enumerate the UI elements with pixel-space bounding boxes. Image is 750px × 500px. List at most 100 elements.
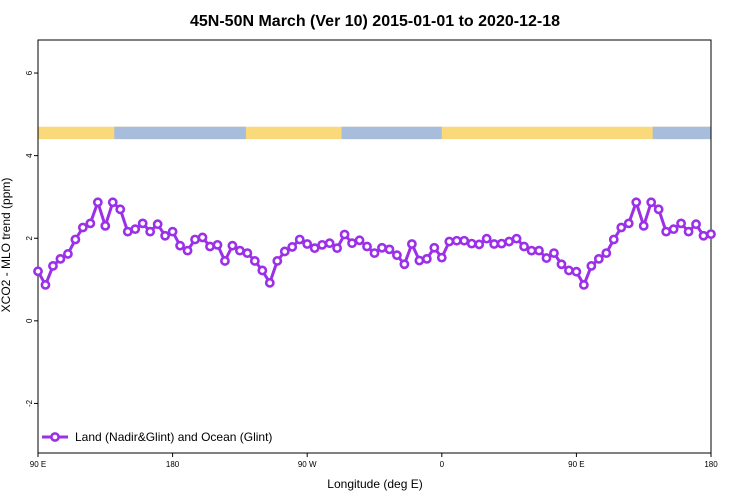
data-point [593, 253, 604, 264]
x-axis: 90 E 180 90 W 0 90 E 180 [30, 453, 718, 469]
data-point [661, 226, 672, 237]
legend-point-marker [50, 432, 60, 442]
data-point [406, 239, 417, 249]
data-point [369, 248, 380, 259]
data-point [55, 253, 66, 264]
data-point [362, 241, 372, 252]
data-point [279, 246, 290, 257]
data-point [451, 235, 462, 246]
data-point [623, 218, 634, 229]
data-point [227, 240, 238, 251]
data-point [130, 224, 141, 235]
y-tick-label: 6 [25, 70, 34, 75]
legend-entry: Land (Nadir&Glint) and Ocean (Glint) [75, 430, 272, 444]
data-point [676, 218, 686, 229]
data-point [496, 238, 507, 249]
data-point [384, 244, 395, 255]
data-point [466, 238, 477, 249]
data-point [646, 197, 657, 208]
data-point [197, 232, 208, 243]
data-point [683, 226, 694, 237]
data-point [638, 220, 649, 231]
data-point [347, 238, 357, 249]
data-point [48, 261, 58, 271]
data-point [631, 197, 642, 208]
data-point [534, 245, 544, 256]
data-point [504, 236, 514, 247]
map-strip [38, 126, 711, 140]
data-point [608, 234, 619, 245]
data-point [264, 277, 275, 288]
data-point [107, 197, 118, 208]
data-point [332, 243, 343, 254]
data-point [556, 259, 567, 270]
x-tick-label: 90 E [30, 460, 46, 469]
data-point [459, 235, 470, 246]
data-point [354, 235, 365, 246]
data-point [668, 224, 679, 235]
y-tick-label: -2 [25, 399, 34, 407]
data-point [616, 222, 627, 233]
data-point [421, 253, 432, 264]
data-point [40, 280, 51, 290]
data-point [541, 253, 552, 263]
data-point [122, 226, 133, 237]
data-point [564, 265, 574, 276]
x-tick-label: 0 [440, 460, 445, 469]
data-point [175, 240, 185, 251]
data-point [77, 222, 88, 233]
map-strip-ocean-0 [114, 126, 246, 140]
data-point [145, 226, 156, 237]
data-point [377, 242, 387, 253]
data-point [526, 245, 537, 256]
data-point [436, 252, 447, 263]
map-strip-ocean-2 [652, 126, 711, 140]
data-point [190, 234, 200, 245]
x-axis-label: Longitude (deg E) [327, 477, 422, 491]
data-point [474, 239, 485, 250]
data-point [399, 259, 410, 270]
x-tick-label: 90 E [568, 460, 584, 469]
data-point [85, 218, 96, 229]
data-point [586, 261, 597, 271]
y-tick-label: 0 [25, 318, 34, 323]
data-point [212, 239, 223, 250]
data-point [294, 234, 305, 245]
data-point [578, 280, 589, 290]
data-point [137, 218, 148, 229]
data-point [706, 229, 716, 240]
map-strip-ocean-1 [341, 126, 442, 140]
y-tick-label: 4 [25, 153, 34, 158]
data-point [317, 239, 328, 250]
x-tick-label: 90 W [298, 460, 317, 469]
data-point [205, 241, 215, 252]
data-point [115, 204, 126, 215]
data-point [429, 242, 440, 253]
data-point [571, 266, 582, 277]
data-point [63, 249, 73, 259]
data-point [414, 255, 425, 266]
legend: Land (Nadir&Glint) and Ocean (Glint) [42, 430, 272, 444]
chart-title: 45N-50N March (Ver 10) 2015-01-01 to 202… [190, 13, 560, 30]
data-point [249, 256, 260, 266]
data-point [272, 256, 283, 266]
data-point [601, 248, 612, 259]
data-point [92, 197, 103, 208]
data-point [339, 229, 350, 240]
data-point [242, 248, 253, 259]
data-point [519, 241, 529, 252]
data-point [220, 256, 230, 266]
data-point [287, 242, 298, 252]
data-point [698, 230, 709, 241]
data-point [33, 266, 43, 277]
data-point [100, 220, 111, 231]
data-point [653, 204, 664, 215]
y-axis-label: XCO2 - MLO trend (ppm) [0, 178, 13, 313]
data-point [324, 238, 335, 249]
data-point [257, 265, 268, 276]
x-tick-label: 180 [704, 460, 718, 469]
plot-frame [37, 39, 712, 454]
data-point [481, 233, 492, 244]
data-point [549, 248, 559, 259]
